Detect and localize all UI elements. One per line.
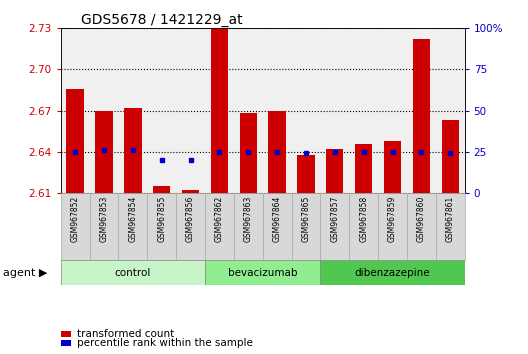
Bar: [61, 331, 71, 337]
Bar: [205, 193, 234, 260]
Bar: [234, 193, 263, 260]
Text: GDS5678 / 1421229_at: GDS5678 / 1421229_at: [81, 13, 242, 27]
Bar: [90, 193, 118, 260]
Bar: [67, 88, 84, 193]
Text: transformed count: transformed count: [77, 329, 174, 339]
Bar: [378, 193, 407, 260]
Text: GSM967859: GSM967859: [388, 196, 397, 242]
Bar: [407, 193, 436, 260]
Text: GSM967853: GSM967853: [99, 196, 108, 242]
Bar: [118, 193, 147, 260]
Bar: [211, 28, 228, 193]
Text: GSM967854: GSM967854: [128, 196, 137, 242]
Text: percentile rank within the sample: percentile rank within the sample: [77, 338, 253, 348]
Bar: [297, 154, 315, 193]
Text: GSM967865: GSM967865: [301, 196, 310, 242]
Bar: [268, 110, 286, 193]
Bar: [205, 260, 320, 285]
Text: GSM967862: GSM967862: [215, 196, 224, 242]
Bar: [320, 193, 349, 260]
Bar: [61, 340, 71, 346]
Bar: [240, 113, 257, 193]
Bar: [182, 190, 199, 193]
Bar: [124, 108, 142, 193]
Bar: [320, 260, 465, 285]
Bar: [262, 193, 291, 260]
Bar: [147, 193, 176, 260]
Text: GSM967861: GSM967861: [446, 196, 455, 242]
Bar: [441, 120, 459, 193]
Bar: [384, 141, 401, 193]
Text: GSM967864: GSM967864: [272, 196, 281, 242]
Bar: [291, 193, 320, 260]
Bar: [326, 149, 343, 193]
Text: agent ▶: agent ▶: [3, 268, 47, 278]
Bar: [61, 193, 90, 260]
Text: GSM967858: GSM967858: [359, 196, 368, 242]
Text: GSM967855: GSM967855: [157, 196, 166, 242]
Text: GSM967863: GSM967863: [244, 196, 253, 242]
Text: GSM967852: GSM967852: [71, 196, 80, 242]
Text: bevacizumab: bevacizumab: [228, 268, 297, 278]
Text: GSM967857: GSM967857: [331, 196, 340, 242]
Bar: [96, 110, 112, 193]
Text: GSM967860: GSM967860: [417, 196, 426, 242]
Bar: [349, 193, 378, 260]
Bar: [355, 143, 372, 193]
Bar: [413, 39, 430, 193]
Text: control: control: [115, 268, 151, 278]
Text: dibenzazepine: dibenzazepine: [355, 268, 430, 278]
Bar: [61, 260, 205, 285]
Bar: [153, 186, 171, 193]
Text: GSM967856: GSM967856: [186, 196, 195, 242]
Bar: [436, 193, 465, 260]
Bar: [176, 193, 205, 260]
